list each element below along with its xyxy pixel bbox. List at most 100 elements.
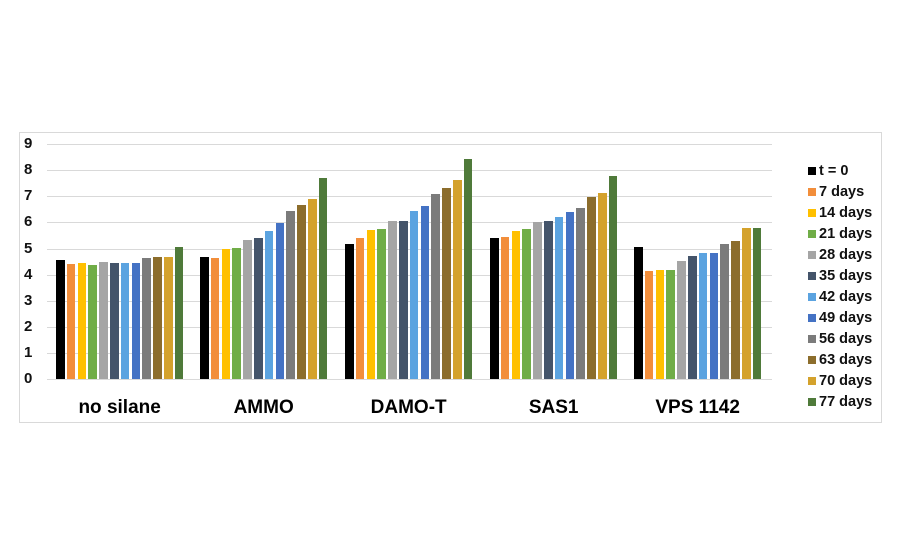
- y-axis-tick-label: 7: [24, 187, 33, 205]
- bar: [720, 244, 729, 379]
- bar: [297, 205, 306, 379]
- bar: [388, 220, 397, 379]
- legend-swatch-icon: [808, 166, 816, 175]
- bar: [286, 210, 295, 379]
- gridline: [47, 352, 772, 354]
- legend-item: 63 days: [808, 349, 872, 370]
- bar: [142, 258, 151, 379]
- bar: [345, 244, 354, 379]
- legend-swatch-icon: [808, 229, 816, 238]
- bar: [275, 222, 285, 379]
- bar: [355, 238, 365, 379]
- bar: [500, 236, 510, 379]
- y-axis-tick-label: 3: [24, 291, 33, 309]
- bar: [742, 228, 751, 379]
- bar: [698, 253, 708, 379]
- legend-swatch-icon: [808, 292, 816, 301]
- x-axis-category-label: AMMO: [233, 397, 294, 418]
- legend-item: 7 days: [808, 181, 872, 202]
- bar: [463, 159, 473, 379]
- legend-label: 77 days: [819, 393, 873, 410]
- bar: [634, 246, 643, 379]
- bar: [120, 263, 130, 379]
- bar: [688, 256, 697, 379]
- legend-label: t = 0: [819, 162, 849, 179]
- gridline: [47, 170, 772, 172]
- bar: [308, 199, 317, 379]
- bar: [399, 220, 408, 379]
- y-axis-tick-label: 9: [24, 135, 33, 153]
- bar: [221, 249, 231, 379]
- bar: [644, 271, 654, 379]
- bar: [533, 222, 542, 379]
- bar: [587, 196, 596, 379]
- gridline: [47, 196, 772, 198]
- bar: [77, 262, 87, 379]
- bar: [366, 230, 376, 379]
- bar: [608, 175, 618, 379]
- bar: [731, 240, 740, 379]
- bar: [677, 261, 686, 379]
- bar: [511, 230, 521, 379]
- bar: [264, 231, 274, 379]
- y-axis-tick-label: 8: [24, 161, 33, 179]
- bar: [655, 269, 665, 379]
- legend-swatch-icon: [808, 397, 816, 406]
- bar: [164, 256, 173, 379]
- y-axis-tick-label: 5: [24, 239, 33, 257]
- legend-swatch-icon: [808, 355, 816, 364]
- bar: [232, 247, 241, 379]
- bar: [709, 252, 719, 379]
- legend-label: 21 days: [819, 225, 873, 242]
- bar: [254, 238, 263, 379]
- legend-item: 70 days: [808, 370, 872, 391]
- gridline: [47, 274, 772, 276]
- bar: [318, 177, 328, 379]
- bar: [210, 257, 220, 379]
- chart-legend: t = 0 7 days 14 days 21 days 28 days 35 days 4…: [808, 160, 872, 412]
- bar: [544, 220, 553, 379]
- y-axis-tick-label: 0: [24, 370, 33, 387]
- legend-label: 70 days: [819, 372, 873, 389]
- legend-item: t = 0: [808, 160, 872, 181]
- legend-item: 14 days: [808, 202, 872, 223]
- bar: [666, 270, 675, 379]
- x-axis-category-label: DAMO-T: [370, 397, 447, 418]
- y-axis-tick-label: 4: [24, 265, 33, 283]
- bar: [554, 216, 564, 379]
- legend-item: 35 days: [808, 265, 872, 286]
- bar: [99, 261, 108, 379]
- legend-item: 49 days: [808, 307, 872, 328]
- legend-swatch-icon: [808, 208, 816, 217]
- gridline: [47, 144, 772, 146]
- legend-swatch-icon: [808, 334, 816, 343]
- bar: [598, 192, 607, 379]
- legend-label: 35 days: [819, 267, 873, 284]
- bar: [453, 179, 462, 379]
- legend-item: 28 days: [808, 244, 872, 265]
- bar: [565, 212, 575, 379]
- bar: [66, 263, 76, 379]
- bar: [174, 247, 184, 379]
- legend-swatch-icon: [808, 271, 816, 280]
- legend-swatch-icon: [808, 250, 816, 259]
- bar: [153, 256, 162, 379]
- legend-label: 56 days: [819, 330, 873, 347]
- gridline: [47, 222, 772, 224]
- bar: [131, 262, 141, 379]
- gridline: [47, 248, 772, 250]
- legend-label: 7 days: [819, 183, 865, 200]
- bar: [752, 227, 762, 379]
- bar: [490, 238, 499, 379]
- y-axis-tick-label: 6: [24, 213, 33, 231]
- bar: [409, 210, 419, 379]
- legend-label: 28 days: [819, 246, 873, 263]
- bar: [56, 259, 65, 379]
- bar: [420, 205, 430, 379]
- x-axis-category-label: SAS1: [528, 397, 579, 418]
- y-axis-tick-label: 2: [24, 317, 33, 335]
- legend-item: 77 days: [808, 391, 872, 412]
- legend-label: 49 days: [819, 309, 873, 326]
- bar: [377, 229, 386, 379]
